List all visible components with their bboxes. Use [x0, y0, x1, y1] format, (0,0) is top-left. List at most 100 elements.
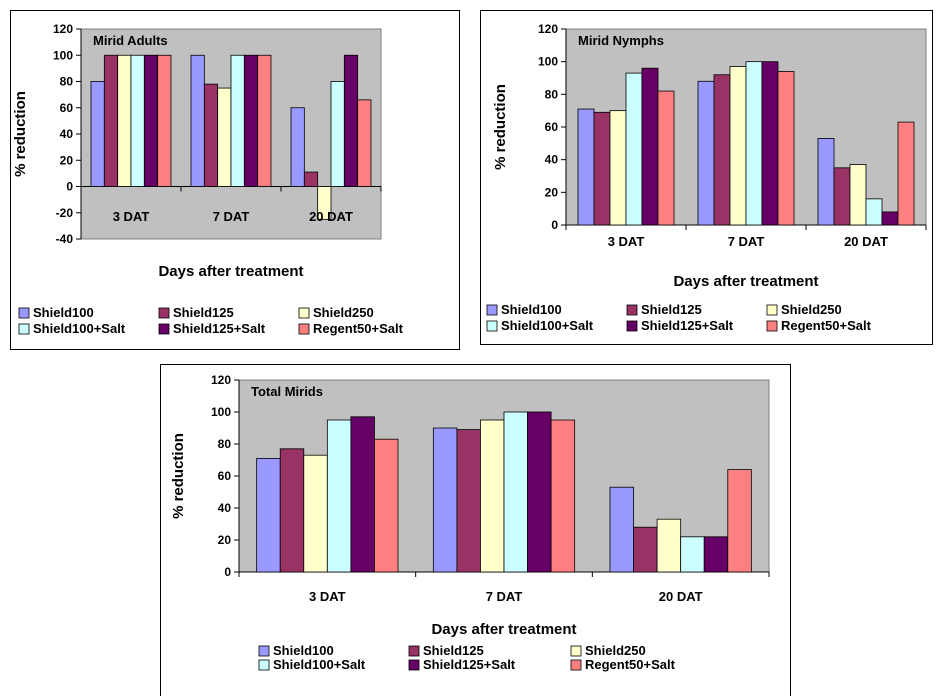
legend-swatch: [408, 659, 420, 671]
legend-label: Shield100+Salt: [33, 321, 126, 336]
y-tick-label: 60: [218, 469, 232, 483]
x-axis-title: Days after treatment: [431, 621, 576, 638]
bar-regent50-salt-7-dat: [777, 71, 795, 226]
chart-title: Mirid Adults: [93, 33, 168, 48]
bar-shield100-salt-7-dat: [745, 61, 763, 226]
legend-swatch: [408, 645, 420, 657]
bar-shield250-7-dat: [729, 66, 747, 226]
legend-swatch: [298, 307, 310, 319]
y-tick-label: 80: [60, 75, 74, 89]
y-tick-label: 80: [545, 87, 559, 101]
bar-shield100-20-dat: [290, 107, 305, 187]
x-axis-title: Days after treatment: [158, 263, 303, 280]
bar-regent50-salt-3-dat: [374, 438, 399, 573]
legend-label: Shield125+Salt: [641, 318, 734, 333]
bar-shield250-3-dat: [609, 110, 627, 226]
y-tick-label: 0: [224, 565, 231, 579]
bar-shield100-salt-20-dat: [330, 81, 345, 187]
bar-regent50-salt-20-dat: [357, 99, 372, 187]
chart-title: Total Mirids: [251, 384, 323, 399]
bar-shield100-7-dat: [432, 427, 458, 573]
y-axis-title: % reduction: [170, 433, 187, 519]
x-axis-title: Days after treatment: [673, 273, 818, 290]
bar-shield125-salt-7-dat: [243, 54, 259, 187]
legend-label: Shield250: [313, 305, 374, 320]
bar-shield125-salt-20-dat: [343, 54, 359, 187]
legend-label: Shield125+Salt: [173, 321, 266, 336]
y-tick-label: 120: [53, 22, 73, 36]
y-tick-label: 60: [545, 120, 559, 134]
bar-shield125-20-dat: [633, 526, 658, 573]
chart-panel-mirid-nymphs: 0 20 40 60 80 100 120 3 DAT 7 DAT 20 DAT Mirid Nym…: [480, 10, 933, 345]
x-tick-label: 3 DAT: [608, 234, 645, 249]
y-tick-label: 20: [60, 153, 74, 167]
bar-shield100-20-dat: [817, 138, 835, 226]
legend-label: Shield100+Salt: [501, 318, 594, 333]
chart-mirid-nymphs: 0 20 40 60 80 100 120 3 DAT 7 DAT 20 DAT Mirid Nym…: [486, 22, 927, 333]
legend-swatch: [158, 323, 170, 335]
x-tick-label: 20 DAT: [309, 209, 353, 224]
chart-total-mirids: 0 20 40 60 80 100 120 3 DAT 7 DAT 20 DAT Total Mir…: [170, 373, 770, 672]
bar-shield125-20-dat: [833, 167, 851, 226]
legend-label: Regent50+Salt: [781, 318, 872, 333]
legend-swatch: [570, 645, 582, 657]
bar-shield125-3-dat: [279, 448, 305, 573]
bar-shield125-salt-7-dat: [761, 61, 779, 226]
bar-shield250-7-dat: [217, 87, 232, 187]
x-tick-label: 3 DAT: [309, 589, 346, 604]
chart-panel-mirid-adults: -40 -20 0 20 40 60 80 100 120 3 DAT 7 DAT 20 DAT Mir…: [10, 10, 460, 350]
x-tick-label: 20 DAT: [844, 234, 888, 249]
legend-swatch: [486, 320, 498, 332]
bar-shield100-salt-20-dat: [865, 198, 883, 226]
bar-regent50-salt-3-dat: [157, 54, 172, 187]
x-tick-label: 3 DAT: [113, 209, 150, 224]
y-tick-label: 100: [53, 48, 73, 62]
y-tick-label: 40: [218, 501, 232, 515]
chart-panel-total-mirids: 0 20 40 60 80 100 120 3 DAT 7 DAT 20 DAT Total Mir…: [160, 364, 791, 696]
y-axis-title: % reduction: [492, 84, 509, 170]
bar-shield250-20-dat: [849, 164, 867, 226]
bar-shield125-3-dat: [103, 54, 119, 187]
bar-shield125-7-dat: [203, 83, 219, 187]
bar-shield125-salt-3-dat: [350, 416, 375, 573]
y-tick-label: 0: [551, 218, 558, 232]
bar-shield125-salt-3-dat: [143, 54, 159, 187]
bar-shield100-3-dat: [90, 81, 105, 187]
legend-swatch: [258, 659, 270, 671]
legend-swatch: [766, 304, 778, 316]
bar-shield100-3-dat: [577, 108, 595, 226]
y-tick-label: 120: [538, 22, 558, 36]
legend-swatch: [298, 323, 310, 335]
legend-label: Shield100+Salt: [273, 657, 366, 672]
bar-regent50-salt-20-dat: [727, 469, 752, 573]
bar-shield125-salt-3-dat: [641, 67, 659, 226]
bar-regent50-salt-7-dat: [257, 54, 272, 187]
bar-shield100-salt-7-dat: [230, 54, 245, 187]
y-tick-label: -20: [56, 206, 74, 220]
legend-swatch: [18, 307, 30, 319]
bar-regent50-salt-20-dat: [897, 121, 915, 226]
x-tick-label: 7 DAT: [486, 589, 523, 604]
legend-label: Shield250: [781, 302, 842, 317]
bar-shield125-3-dat: [593, 111, 611, 226]
bar-shield100-salt-7-dat: [503, 411, 528, 573]
chart-title: Mirid Nymphs: [578, 33, 664, 48]
legend-swatch: [158, 307, 170, 319]
bar-shield100-3-dat: [256, 458, 281, 573]
legend-swatch: [486, 304, 498, 316]
legend-swatch: [766, 320, 778, 332]
bar-shield125-salt-20-dat: [881, 211, 899, 226]
y-axis-title: % reduction: [12, 91, 29, 177]
y-tick-label: 100: [211, 405, 231, 419]
legend-swatch: [18, 323, 30, 335]
legend-label: Shield100: [273, 643, 334, 658]
y-tick-label: 80: [218, 437, 232, 451]
legend-label: Shield100: [501, 302, 562, 317]
bar-shield250-7-dat: [480, 419, 505, 573]
y-tick-label: 20: [218, 533, 232, 547]
legend-label: Shield125: [173, 305, 234, 320]
bar-shield250-20-dat: [317, 186, 332, 220]
legend-label: Regent50+Salt: [585, 657, 676, 672]
legend-swatch: [570, 659, 582, 671]
legend-swatch: [626, 320, 638, 332]
